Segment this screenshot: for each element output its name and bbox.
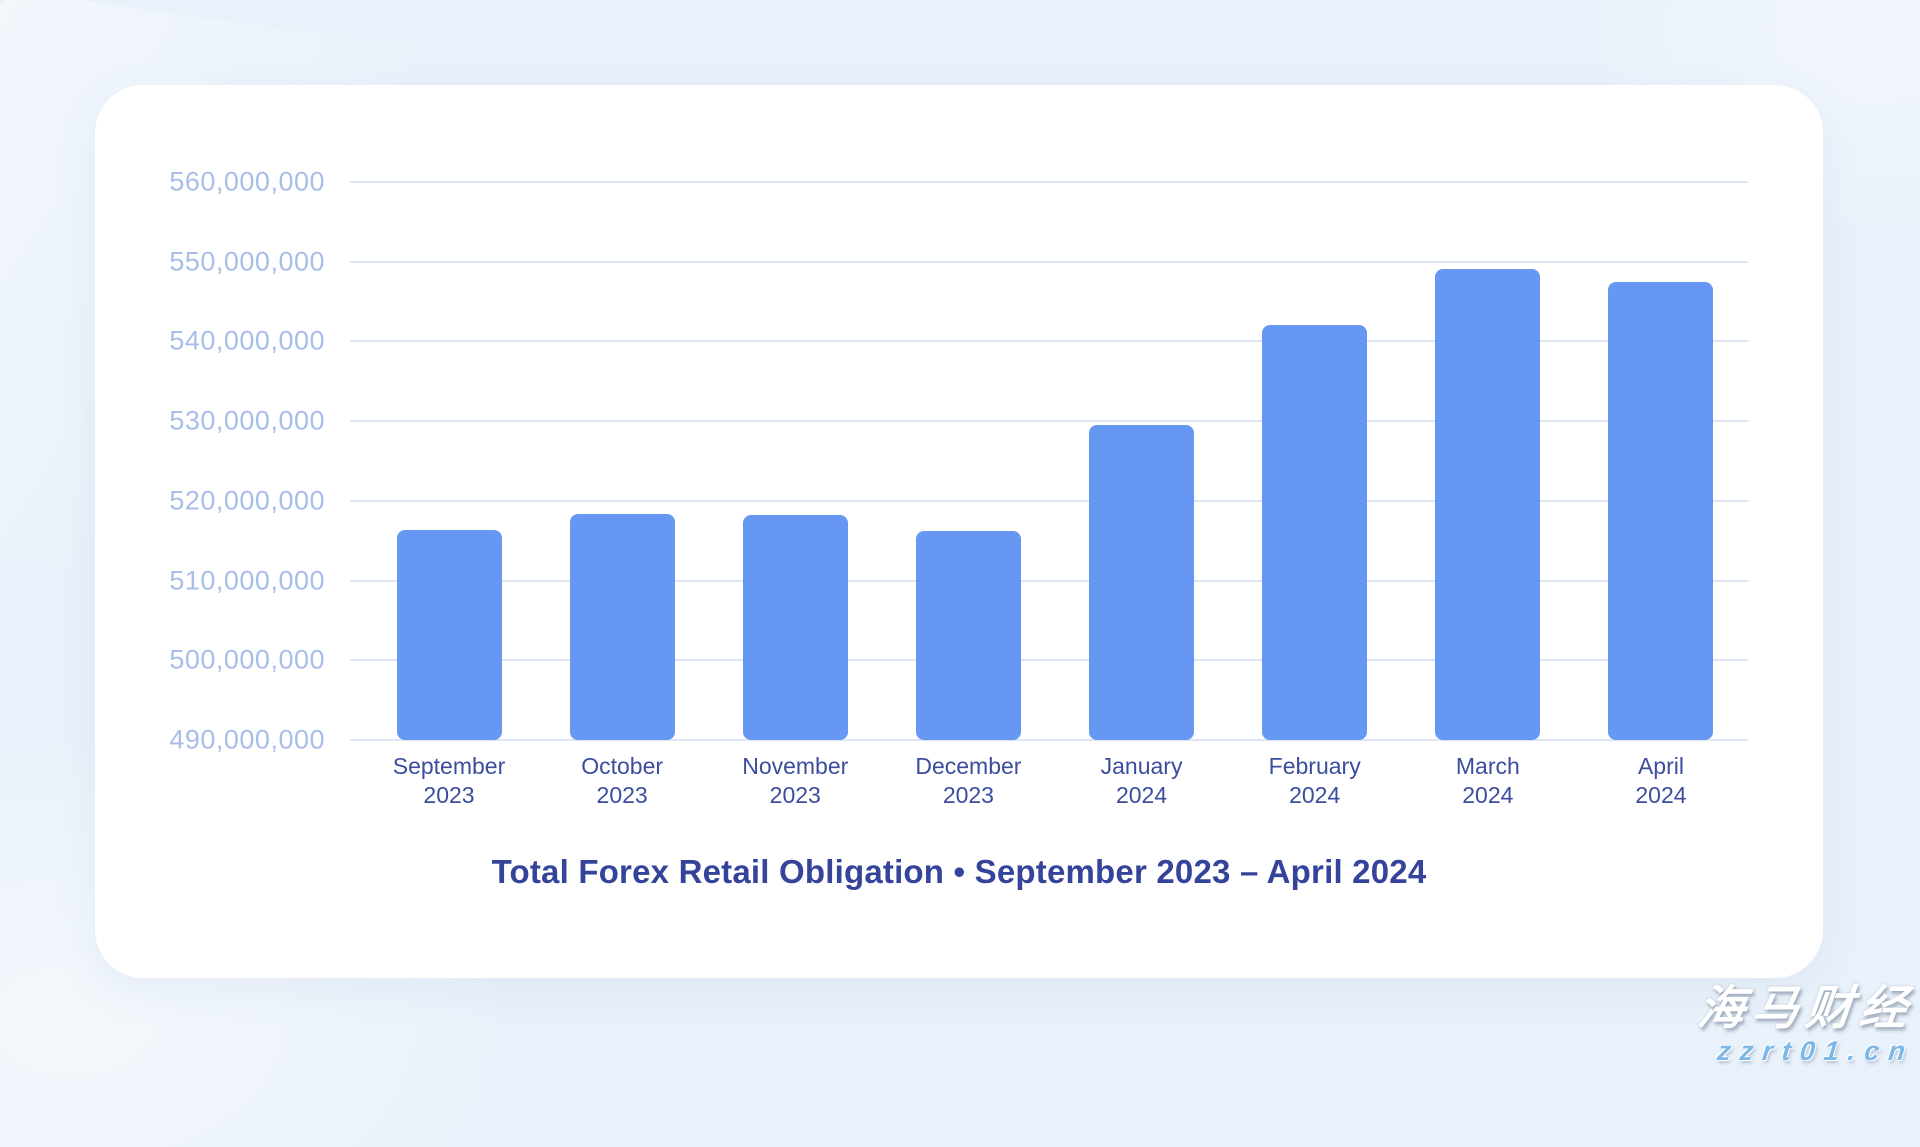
y-axis-label: 520,000,000 [169, 485, 325, 516]
bar-february-2024 [1262, 325, 1368, 740]
bar-april-2024 [1608, 281, 1714, 740]
watermark: 海马财经 zzrt01.cn [1695, 981, 1917, 1066]
y-axis-label: 530,000,000 [169, 405, 325, 436]
chart-title: Total Forex Retail Obligation • Septembe… [491, 853, 1427, 890]
y-axis-label: 540,000,000 [169, 325, 325, 356]
x-axis-label-september-2023: September 2023 [392, 753, 506, 808]
gridline [350, 260, 1748, 263]
y-axis-label: 500,000,000 [169, 644, 325, 675]
bar-chart: 560,000,000 550,000,000 540,000,000 530,000… [95, 85, 1823, 978]
gridline [350, 499, 1748, 502]
y-axis-label: 550,000,000 [169, 246, 325, 277]
watermark-brand: 海马财经 [1695, 981, 1917, 1035]
bar-january-2024 [1089, 425, 1195, 740]
gridline [350, 579, 1748, 582]
bar-december-2023 [915, 531, 1021, 740]
x-axis-label-november-2023: November 2023 [742, 753, 849, 808]
bar-november-2023 [742, 515, 848, 740]
y-axis-label: 560,000,000 [169, 166, 325, 197]
x-axis-label-october-2023: October 2023 [581, 753, 664, 808]
gridline [350, 739, 1748, 741]
bar-march-2024 [1435, 268, 1541, 740]
gridline [350, 340, 1748, 343]
y-axis-label: 490,000,000 [169, 724, 325, 755]
bar-october-2023 [569, 513, 675, 740]
bar-september-2023 [396, 530, 502, 740]
chart-card: 560,000,000 550,000,000 540,000,000 530,000… [95, 85, 1823, 978]
x-axis-label-april-2024: April 2024 [1635, 753, 1687, 808]
watermark-url: zzrt01.cn [1715, 1035, 1916, 1066]
gridline [350, 659, 1748, 662]
x-axis-label-january-2024: January 2024 [1100, 753, 1183, 808]
y-axis-label: 510,000,000 [169, 565, 325, 596]
gridline [350, 181, 1748, 183]
x-axis-label-march-2024: March 2024 [1455, 753, 1520, 808]
x-axis-label-february-2024: February 2024 [1268, 753, 1361, 808]
gridline [350, 420, 1748, 423]
x-axis-label-december-2023: December 2023 [915, 753, 1022, 808]
